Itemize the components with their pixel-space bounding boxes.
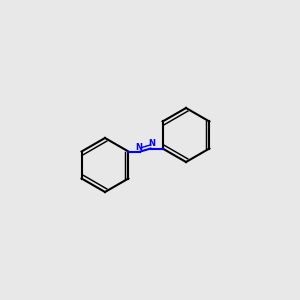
Text: N: N <box>148 140 156 148</box>
Text: N: N <box>135 142 142 152</box>
